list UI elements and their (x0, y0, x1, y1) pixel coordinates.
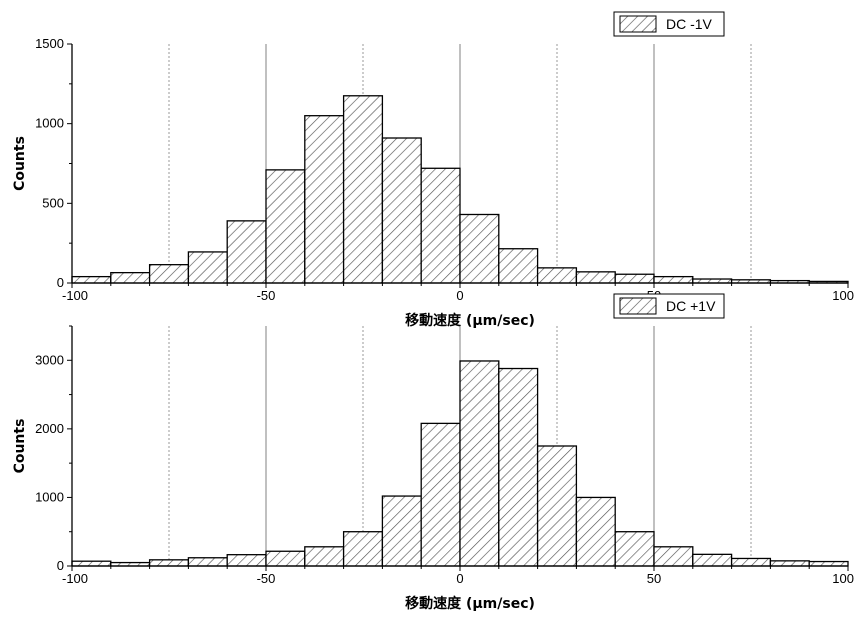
x-tick-label: -50 (257, 571, 276, 586)
histogram-bar (459, 213, 500, 284)
y-tick-label: 0 (57, 558, 64, 573)
histogram-bar (148, 559, 190, 567)
y-tick-label: 1500 (35, 36, 64, 51)
histogram-bar (71, 560, 112, 567)
histogram-bar (808, 560, 849, 567)
histogram-bar (148, 264, 190, 284)
histogram-bar (304, 115, 345, 284)
x-tick-label: 100 (832, 288, 854, 303)
histogram-bar (575, 271, 616, 284)
histogram-bar (420, 167, 461, 284)
histogram-bar (614, 273, 655, 284)
histogram-bar (187, 251, 228, 284)
x-axis-title: 移動速度 (μm/sec) (405, 595, 535, 612)
histogram-bar (498, 248, 539, 284)
y-axis-title: Counts (12, 136, 28, 191)
histogram-panel-1: -100-50050100050010001500移動速度 (μm/sec)Co… (12, 11, 854, 329)
histogram-bar (265, 169, 306, 284)
histogram-bar (226, 554, 267, 567)
histogram-bar (342, 95, 384, 284)
y-tick-label: 1000 (35, 116, 64, 131)
histogram-bar (226, 220, 267, 284)
x-axis-title: 移動速度 (μm/sec) (405, 312, 535, 329)
histogram-bar (769, 560, 810, 567)
histogram-bar (653, 546, 694, 567)
legend-label: DC -1V (666, 16, 713, 32)
histogram-bar (381, 495, 422, 567)
x-tick-label: -100 (62, 288, 88, 303)
histogram-bar (71, 275, 112, 284)
histogram-bar (342, 531, 384, 567)
x-tick-label: -50 (257, 288, 276, 303)
histogram-bar (304, 546, 345, 567)
histogram-bar (110, 271, 151, 284)
x-tick-label: 0 (456, 288, 463, 303)
legend-swatch (619, 297, 657, 315)
histogram-bar (381, 137, 422, 284)
x-tick-label: 0 (456, 571, 463, 586)
histogram-bar (265, 550, 306, 567)
legend-swatch (619, 15, 657, 33)
histogram-bar (575, 496, 616, 567)
x-tick-label: -100 (62, 571, 88, 586)
histogram-bar (420, 422, 461, 567)
x-tick-label: 100 (832, 571, 854, 586)
histogram-bar (187, 557, 228, 567)
y-tick-label: 500 (42, 195, 64, 210)
histogram-bar (498, 367, 539, 567)
y-tick-label: 0 (57, 275, 64, 290)
histogram-bar (536, 445, 578, 567)
y-tick-label: 3000 (35, 352, 64, 367)
y-axis-title: Counts (12, 419, 28, 474)
histogram-bar (536, 267, 578, 284)
y-tick-label: 2000 (35, 421, 64, 436)
legend-label: DC +1V (666, 298, 716, 314)
histogram-bar (614, 531, 655, 567)
histogram-bar (459, 360, 500, 567)
histogram-bar (692, 553, 733, 567)
histogram-bar (653, 275, 694, 284)
histogram-bar (730, 557, 772, 567)
y-tick-label: 1000 (35, 489, 64, 504)
x-tick-label: 50 (647, 571, 661, 586)
